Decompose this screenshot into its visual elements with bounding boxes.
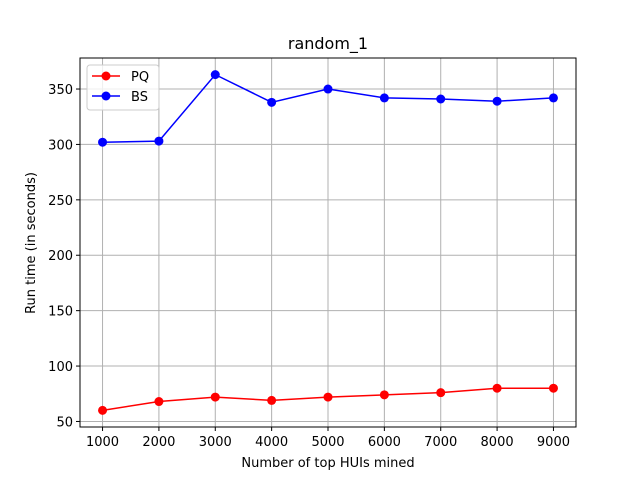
y-axis-ticks: 50 100 150 200 250 300 350 <box>48 83 80 430</box>
legend-marker-bs <box>101 91 111 101</box>
y-tick-label: 350 <box>48 83 73 98</box>
y-tick-label: 300 <box>48 138 73 153</box>
data-point-bs <box>323 84 333 94</box>
data-series <box>98 70 558 415</box>
data-point-bs <box>492 96 502 106</box>
x-axis-label: Number of top HUIs mined <box>241 456 414 471</box>
plot-frame <box>79 57 577 428</box>
x-tick-label: 9000 <box>537 435 570 450</box>
x-tick-label: 8000 <box>481 435 514 450</box>
data-point-pq <box>210 392 220 402</box>
data-point-bs <box>98 137 108 147</box>
x-tick-label: 6000 <box>368 435 401 450</box>
data-point-bs <box>436 94 446 104</box>
data-point-pq <box>548 383 558 393</box>
legend-marker-pq <box>101 71 111 81</box>
x-axis-ticks: 1000 2000 3000 4000 5000 6000 7000 8000 9000 <box>86 427 570 450</box>
data-point-bs <box>548 93 558 103</box>
grid-lines <box>80 58 576 427</box>
data-point-pq <box>267 395 277 405</box>
data-point-pq <box>492 383 502 393</box>
x-tick-label: 1000 <box>86 435 119 450</box>
data-point-bs <box>267 97 277 107</box>
y-axis-label: Run time (in seconds) <box>24 172 39 314</box>
x-tick-label: 5000 <box>311 435 344 450</box>
data-point-pq <box>98 405 108 415</box>
legend-label-bs: BS <box>131 90 148 105</box>
x-tick-label: 2000 <box>142 435 175 450</box>
x-tick-label: 7000 <box>424 435 457 450</box>
legend: PQ BS <box>86 64 160 111</box>
data-point-bs <box>154 136 164 146</box>
data-point-pq <box>436 388 446 398</box>
chart-title: random_1 <box>288 34 368 54</box>
y-tick-label: 200 <box>48 249 73 264</box>
legend-label-pq: PQ <box>131 70 149 85</box>
data-point-pq <box>154 397 164 407</box>
x-tick-label: 4000 <box>255 435 288 450</box>
data-point-pq <box>379 390 389 400</box>
x-tick-label: 3000 <box>199 435 232 450</box>
y-tick-label: 100 <box>48 360 73 375</box>
data-point-bs <box>379 93 389 103</box>
y-tick-label: 250 <box>48 194 73 209</box>
y-tick-label: 150 <box>48 305 73 320</box>
data-point-pq <box>323 392 333 402</box>
y-tick-label: 50 <box>56 415 73 430</box>
data-point-bs <box>210 70 220 80</box>
